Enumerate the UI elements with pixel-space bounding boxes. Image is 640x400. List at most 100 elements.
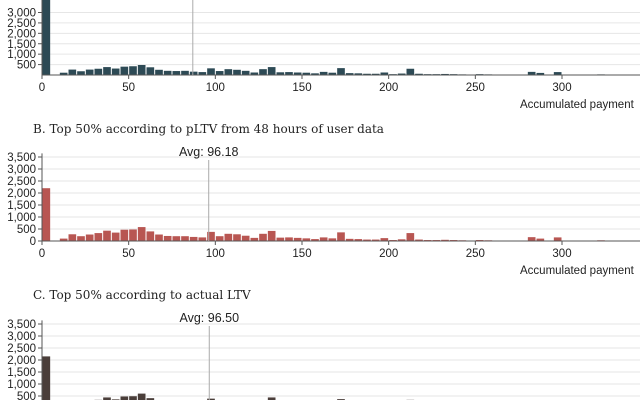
histogram-bar xyxy=(337,232,345,241)
histogram-bar xyxy=(527,237,536,241)
avg-label: Avg: 96.18 xyxy=(179,145,239,159)
histogram-bar xyxy=(380,72,389,75)
histogram-bar xyxy=(328,72,337,75)
histogram-bar xyxy=(163,70,172,75)
y-tick-label: 500 xyxy=(17,60,36,72)
histogram-bar xyxy=(354,73,363,75)
histogram-bar xyxy=(103,67,111,75)
histogram-bar xyxy=(207,68,215,75)
histogram-bar xyxy=(181,70,189,75)
histogram-bar xyxy=(337,68,345,75)
y-tick-label: 3,500 xyxy=(7,152,36,164)
histogram-bar xyxy=(111,232,120,241)
histogram-bar xyxy=(345,73,354,75)
histogram-bar xyxy=(155,69,163,75)
histogram-bar xyxy=(241,235,250,241)
histogram-bar xyxy=(129,396,137,400)
histogram-bar xyxy=(68,234,77,241)
histogram-bar xyxy=(94,68,103,75)
histogram-bar xyxy=(293,237,302,241)
y-tick-label: 2,500 xyxy=(7,176,36,188)
histogram-bar xyxy=(241,70,250,75)
histogram-bar xyxy=(42,0,51,75)
histogram-bar xyxy=(311,239,319,241)
x-tick-label: 250 xyxy=(466,248,485,260)
histogram-bar xyxy=(527,71,536,75)
x-tick-label: 200 xyxy=(379,248,398,260)
histogram-bar xyxy=(198,237,207,241)
histogram-bar xyxy=(189,71,198,75)
histogram-bar xyxy=(406,68,415,75)
histogram-bar xyxy=(172,71,181,75)
histogram-bar xyxy=(77,236,85,241)
histogram-bar xyxy=(441,73,449,75)
y-tick-label: 3,000 xyxy=(7,8,36,20)
x-tick-label: 0 xyxy=(39,82,45,94)
histogram-bar xyxy=(42,356,51,400)
histogram-bar xyxy=(406,233,415,241)
y-tick-label: 1,000 xyxy=(7,212,36,224)
y-tick-label: 2,000 xyxy=(7,188,36,200)
histogram-bar xyxy=(189,236,198,241)
histogram-bar xyxy=(415,73,423,75)
histogram-bar xyxy=(397,239,406,241)
histogram-bar xyxy=(146,67,155,75)
histogram-bar xyxy=(363,239,371,241)
panel-title: C. Top 50% according to actual LTV xyxy=(33,288,251,302)
histogram-bar xyxy=(172,236,181,241)
x-tick-label: 100 xyxy=(206,248,225,260)
histogram-bar xyxy=(536,238,545,241)
histogram-bar xyxy=(553,72,562,75)
x-axis-label: Accumulated payment xyxy=(520,265,635,277)
histogram-bar xyxy=(441,239,449,241)
x-tick-label: 300 xyxy=(552,248,571,260)
histogram-bar xyxy=(250,72,259,75)
histogram-bar xyxy=(285,237,293,241)
histogram-bar xyxy=(293,72,302,75)
histogram-bar xyxy=(129,229,137,241)
avg-label: Avg: 96.50 xyxy=(179,311,239,325)
histogram-bar xyxy=(103,397,111,400)
histogram-bar xyxy=(536,72,545,75)
histogram-bar xyxy=(267,230,276,241)
histogram-bar xyxy=(233,234,241,241)
y-tick-label: 2,000 xyxy=(7,28,36,40)
histogram-bar xyxy=(363,73,371,75)
histogram-bar xyxy=(345,238,354,241)
histogram-bar xyxy=(276,237,285,241)
histogram-bar xyxy=(215,71,224,75)
histogram-bar xyxy=(85,69,94,75)
histogram-bar xyxy=(250,237,259,241)
x-tick-label: 0 xyxy=(39,248,45,260)
histogram-bar xyxy=(328,238,337,241)
histogram-bar xyxy=(163,235,172,241)
histogram-bar xyxy=(302,238,311,241)
y-tick-label: 3,000 xyxy=(7,164,36,176)
histogram-bar xyxy=(146,231,155,241)
panel-title: B. Top 50% according to pLTV from 48 hou… xyxy=(33,122,384,136)
histogram-bar xyxy=(302,72,311,75)
histogram-bar xyxy=(207,231,215,241)
histogram-bar xyxy=(120,396,129,400)
histogram-bar xyxy=(207,398,215,400)
y-tick-label: 1,500 xyxy=(7,39,36,51)
histogram-bar xyxy=(120,66,129,75)
panel-c: C. Top 50% according to actual LTV 5001,0… xyxy=(7,288,640,400)
y-tick-label: 1,500 xyxy=(7,367,36,379)
histogram-bar xyxy=(181,236,189,241)
histogram-bar xyxy=(111,68,120,75)
x-tick-label: 50 xyxy=(122,248,135,260)
histogram-bar xyxy=(397,73,406,75)
y-tick-label: 2,500 xyxy=(7,18,36,30)
histogram-bar xyxy=(68,69,77,75)
histogram-bar xyxy=(77,71,85,75)
histogram-bar xyxy=(354,239,363,241)
histogram-bar xyxy=(198,72,207,75)
x-tick-label: 250 xyxy=(466,82,485,94)
histogram-bar xyxy=(259,233,267,241)
histogram-bar xyxy=(267,67,276,75)
histogram-bar xyxy=(215,236,224,241)
histogram-bar xyxy=(285,72,293,75)
